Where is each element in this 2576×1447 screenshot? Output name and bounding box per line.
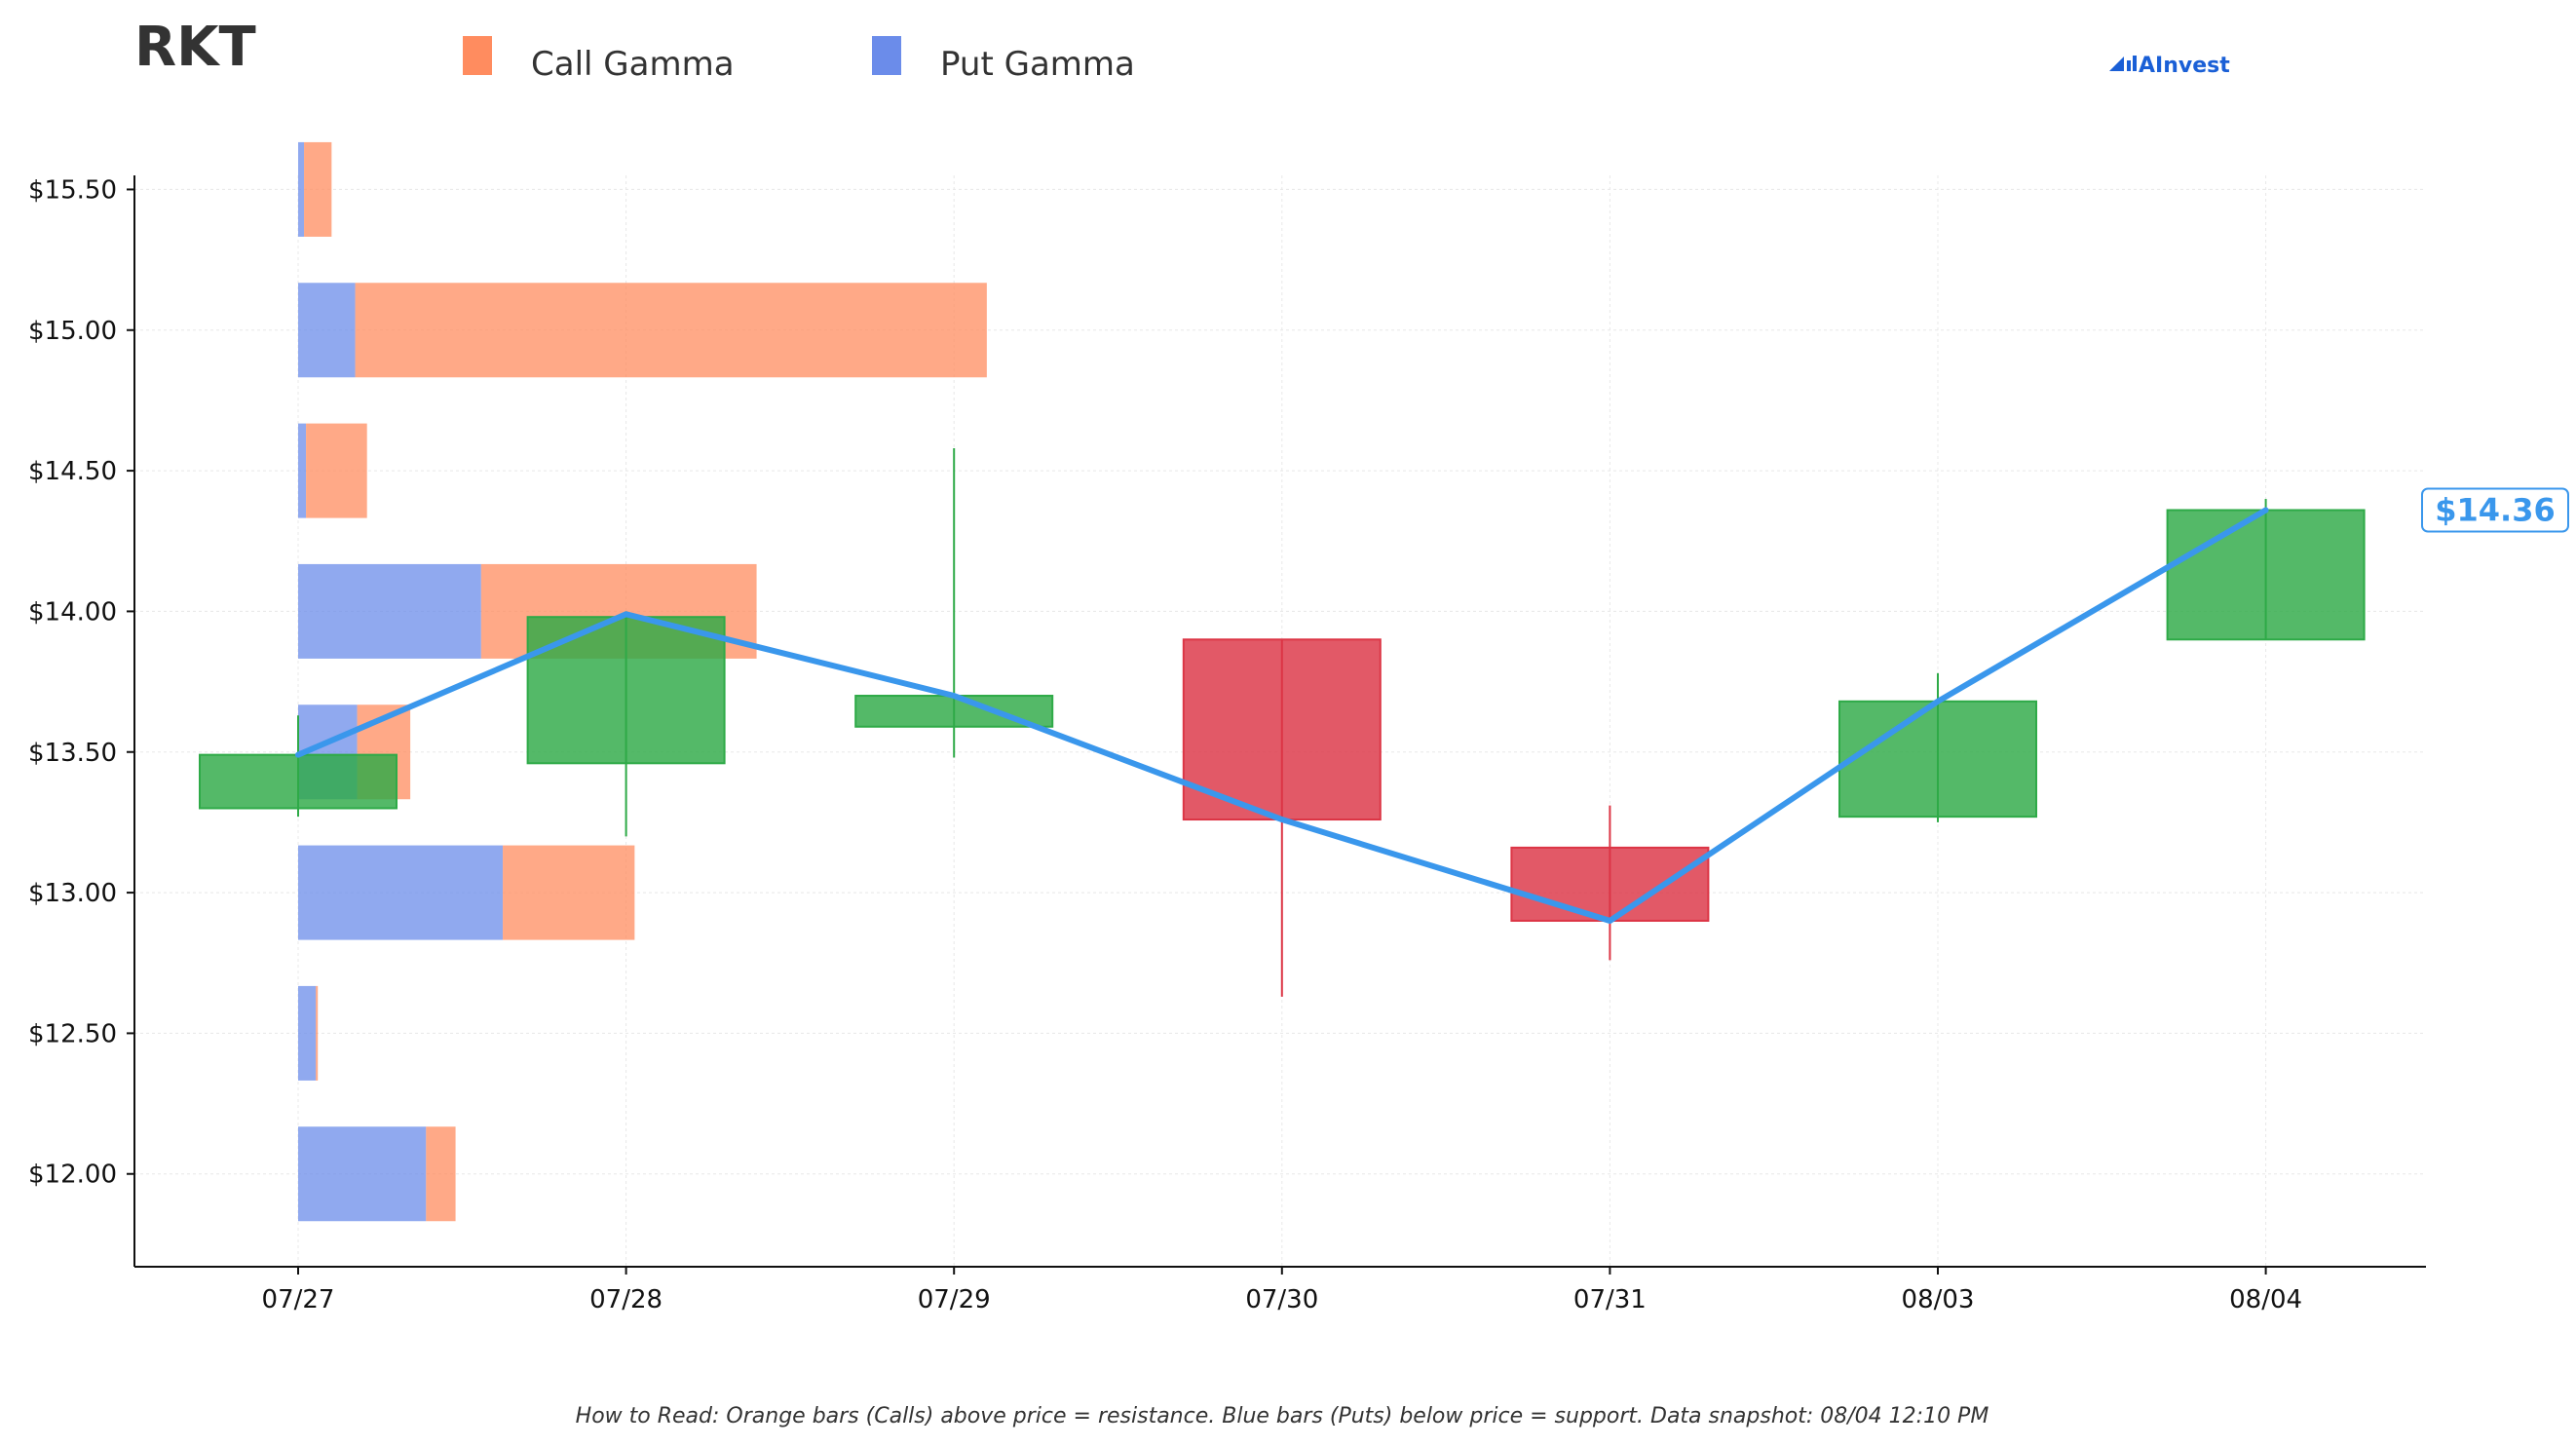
candle-body	[1838, 700, 2037, 819]
current-price-tag: $14.36	[2421, 487, 2569, 533]
price-line-layer	[295, 507, 2269, 924]
call-gamma-bar	[304, 141, 332, 237]
y-tick-label: $14.00	[28, 597, 117, 627]
y-tick-label: $15.50	[28, 175, 117, 205]
axes: $12.00 $12.50 $13.00 $13.50 $14.00 $14.50 $15.…	[28, 175, 2426, 1314]
y-tick-label: $12.50	[28, 1019, 117, 1048]
call-gamma-bar	[306, 423, 367, 518]
candles	[199, 448, 2366, 997]
y-tick-label: $12.00	[28, 1161, 117, 1190]
legend-label-call: Call Gamma	[531, 45, 735, 84]
gamma-bars	[298, 141, 987, 1222]
legend-label-put: Put Gamma	[940, 45, 1135, 84]
y-tick-label: $13.50	[28, 739, 117, 768]
put-gamma-bar	[298, 283, 356, 378]
candle-body	[2166, 509, 2366, 641]
chart-title: RKT	[134, 16, 256, 79]
x-tick-label: 07/28	[589, 1285, 663, 1314]
candle-body	[526, 616, 726, 765]
put-gamma-bar	[298, 985, 317, 1081]
x-tick-label: 07/29	[918, 1285, 991, 1314]
legend-swatch-put	[872, 36, 901, 75]
candle-body	[1182, 638, 1382, 821]
legend-swatch-call	[463, 36, 492, 75]
current-price-label: $14.36	[2435, 492, 2555, 529]
brand-logo: AInvest	[2109, 54, 2230, 78]
chart-footnote: How to Read: Orange bars (Calls) above p…	[576, 1404, 1989, 1428]
call-gamma-bar	[426, 1126, 456, 1222]
current-price-box	[2421, 487, 2569, 533]
x-tick-label: 08/04	[2229, 1285, 2302, 1314]
put-gamma-bar	[298, 563, 481, 659]
put-gamma-bar	[298, 1126, 427, 1222]
call-gamma-bar	[355, 283, 987, 378]
brand-name: AInvest	[2139, 54, 2230, 78]
x-tick-label: 08/03	[1902, 1285, 1975, 1314]
call-gamma-bar	[503, 845, 635, 940]
put-gamma-bar	[298, 845, 504, 940]
x-tick-label: 07/30	[1245, 1285, 1318, 1314]
y-tick-label: $14.50	[28, 457, 117, 486]
price-line	[295, 507, 2269, 924]
y-tick-label: $15.00	[28, 317, 117, 346]
legend: Call Gamma Put Gamma	[463, 36, 1135, 84]
put-gamma-bar	[298, 141, 305, 237]
candle-body	[1510, 846, 1710, 922]
call-gamma-bar	[316, 985, 319, 1081]
y-tick-label: $13.00	[28, 879, 117, 908]
ainvest-logo-icon	[2109, 56, 2137, 71]
x-tick-label: 07/31	[1573, 1285, 1647, 1314]
candle-body	[199, 753, 398, 810]
put-gamma-bar	[298, 423, 307, 518]
x-tick-label: 07/27	[262, 1285, 335, 1314]
